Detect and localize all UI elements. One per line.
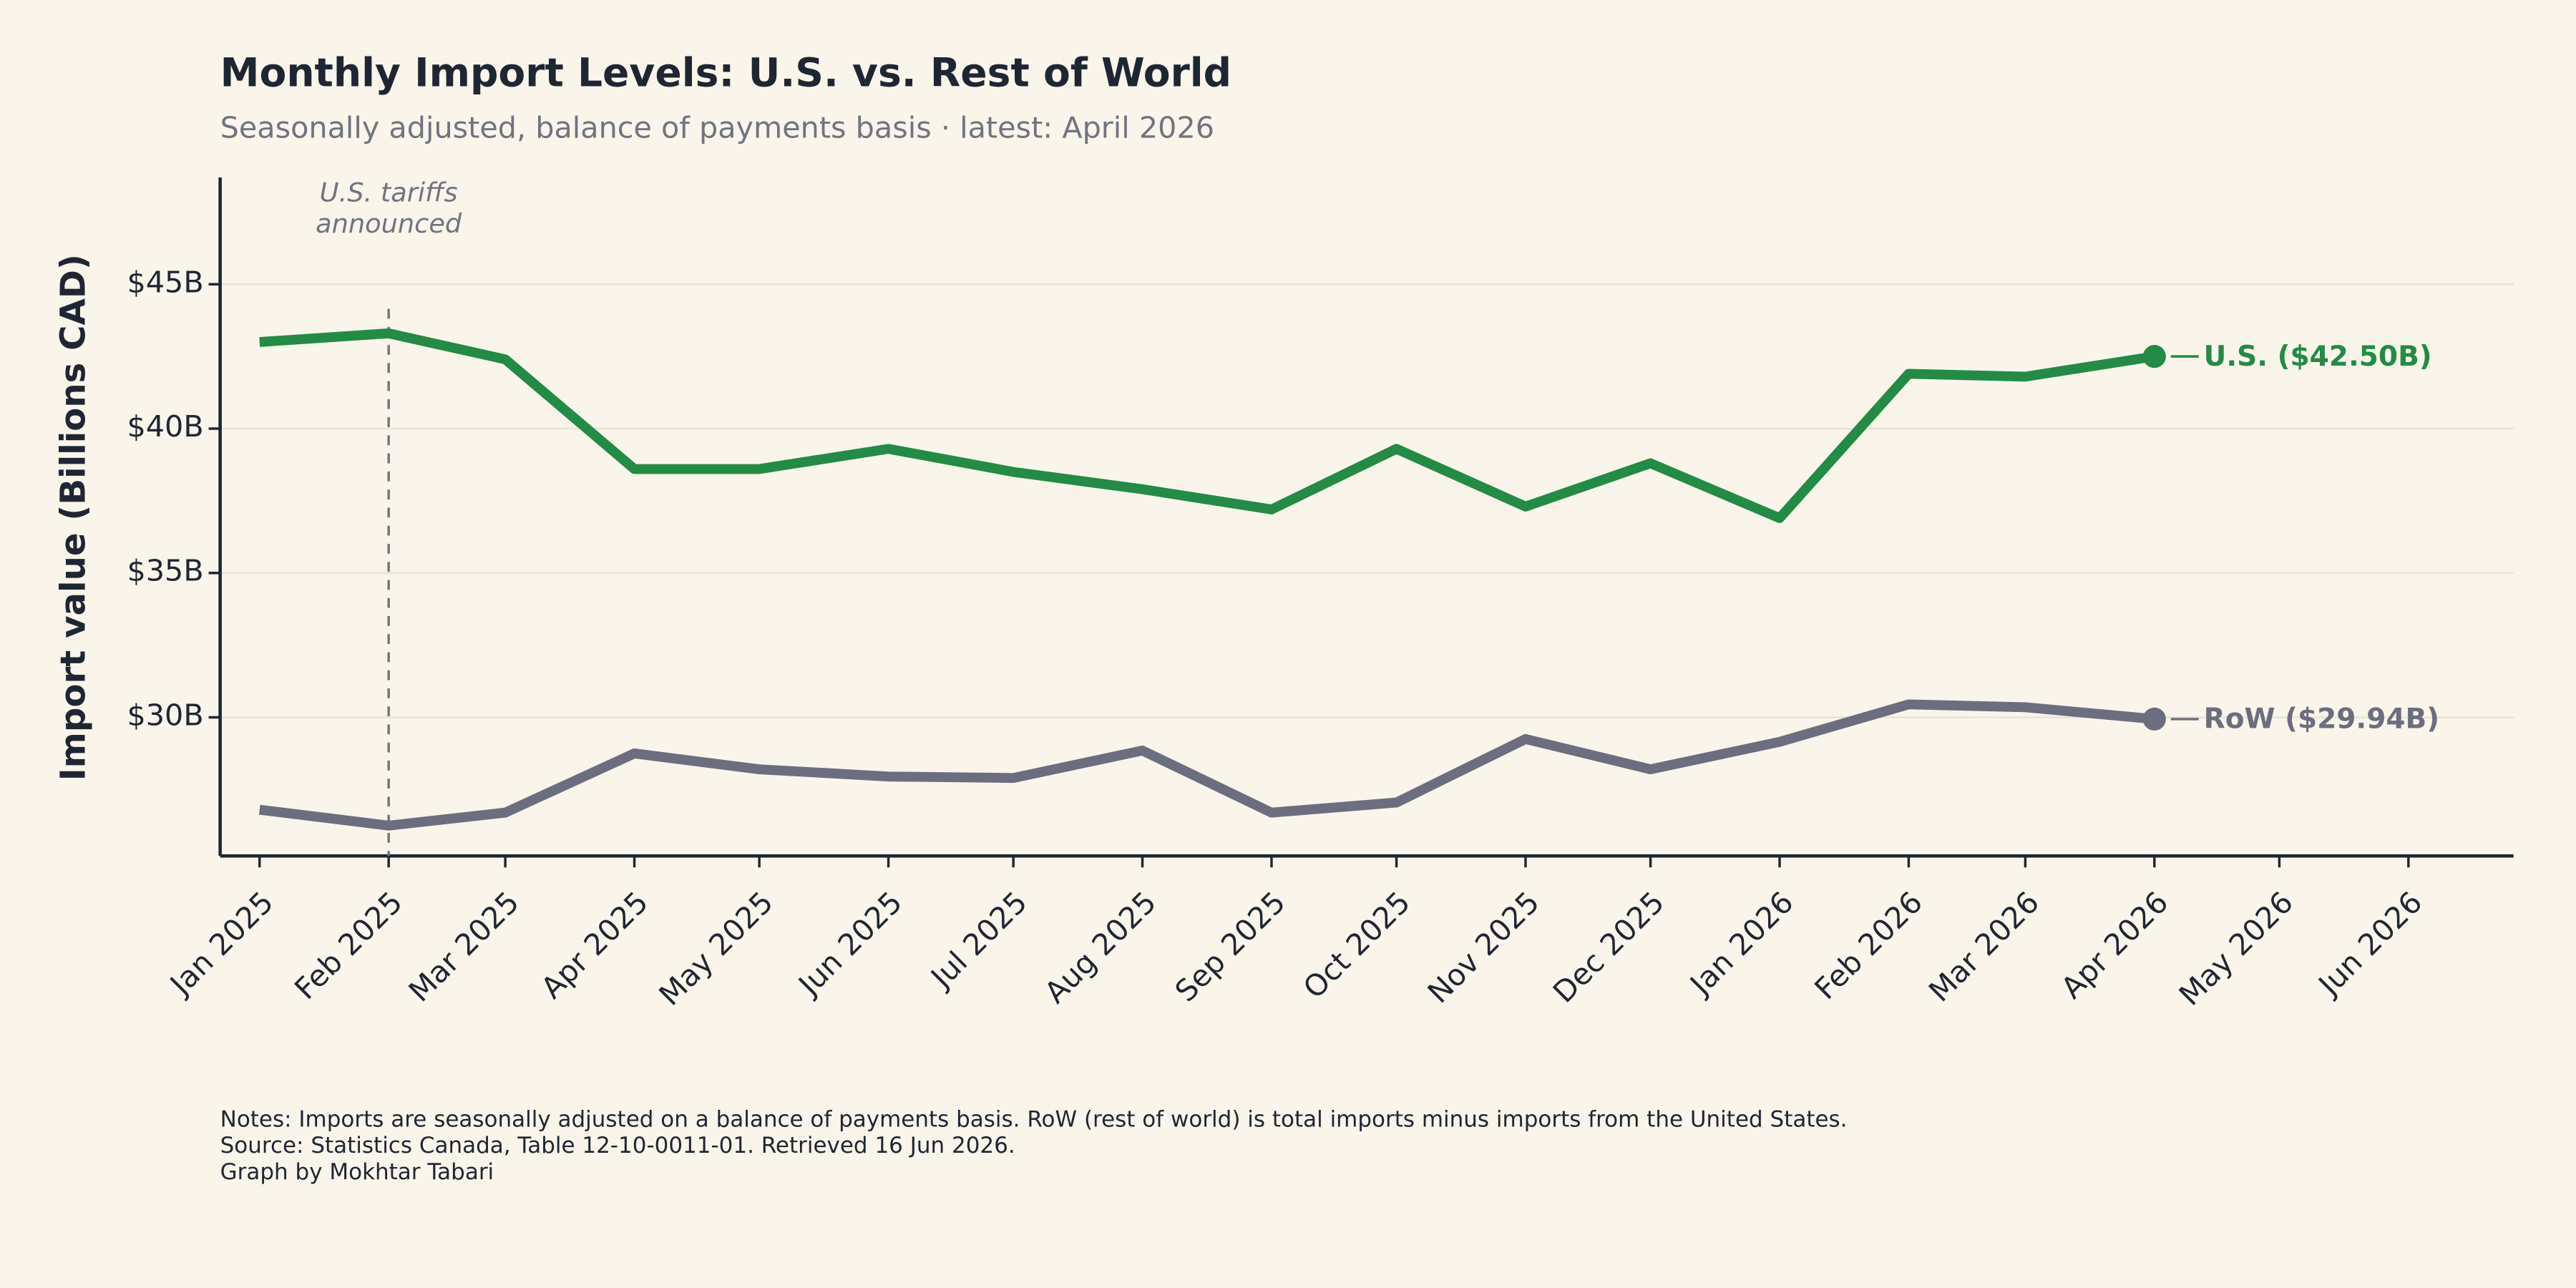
annotation-text: announced — [316, 208, 462, 239]
note: Notes: Imports are seasonally adjusted o… — [220, 1106, 1848, 1132]
end-label: RoW ($29.94B) — [2204, 703, 2439, 736]
note: Source: Statistics Canada, Table 12-10-0… — [220, 1133, 1015, 1158]
end-marker — [2142, 345, 2166, 369]
end-label: U.S. ($42.50B) — [2204, 341, 2432, 373]
y-axis-label: Import value (Billions CAD) — [54, 254, 94, 781]
end-marker — [2142, 707, 2166, 731]
series-line — [259, 328, 2155, 523]
chart-subtitle: Seasonally adjusted, balance of payments… — [220, 110, 1214, 145]
chart-title: Monthly Import Levels: U.S. vs. Rest of … — [220, 50, 1231, 96]
note: Graph by Mokhtar Tabari — [220, 1159, 494, 1185]
y-tick-label: $30B — [127, 698, 203, 732]
annotation-text: U.S. tariffs — [320, 177, 458, 208]
y-tick-label: $35B — [127, 554, 203, 588]
y-tick-label: $45B — [127, 265, 203, 299]
y-tick-label: $40B — [127, 409, 203, 444]
series-line — [258, 699, 2155, 831]
